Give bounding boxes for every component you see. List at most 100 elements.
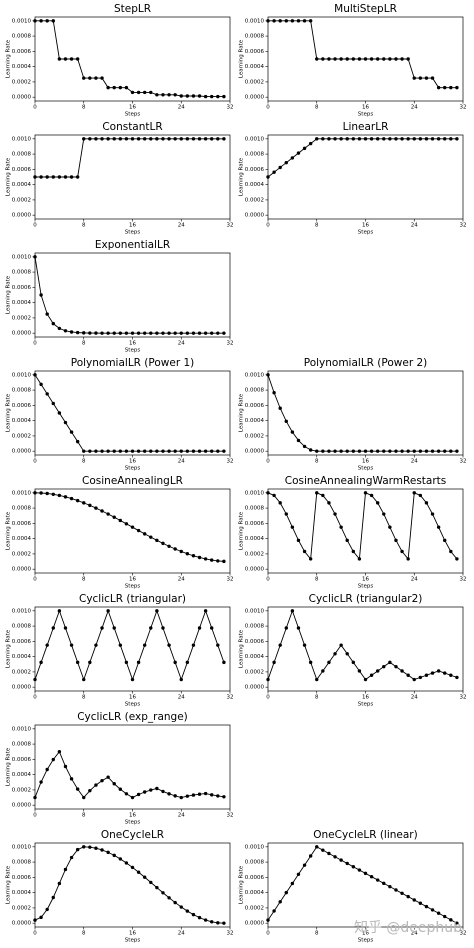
- point: [363, 677, 368, 682]
- x-tick-label: 16: [362, 223, 369, 229]
- point: [69, 496, 74, 501]
- y-axis-label: Learning Rate: [6, 393, 12, 432]
- point: [400, 449, 404, 453]
- point: [185, 331, 190, 335]
- point: [45, 643, 49, 647]
- point: [382, 137, 386, 141]
- y-tick-label: 0.0010: [245, 372, 265, 378]
- x-tick-label: 0: [266, 105, 270, 111]
- point: [388, 525, 392, 529]
- point: [167, 896, 171, 900]
- point: [222, 921, 226, 925]
- x-tick-label: 32: [460, 695, 467, 701]
- subplot-title: ExponentialLR: [95, 239, 170, 251]
- y-tick-label: 0.0008: [245, 860, 265, 866]
- y-tick-label: 0.0002: [12, 787, 31, 793]
- point: [179, 137, 183, 141]
- point: [222, 331, 226, 335]
- y-tick-label: 0.0010: [12, 844, 32, 850]
- point: [136, 660, 141, 665]
- point: [51, 321, 55, 326]
- point: [149, 449, 153, 453]
- y-axis-label: Learning Rate: [239, 39, 245, 78]
- x-axis-label: Steps: [125, 466, 141, 472]
- point: [149, 788, 153, 792]
- point: [333, 512, 337, 516]
- point: [443, 914, 447, 919]
- point: [155, 93, 159, 97]
- point: [400, 57, 404, 61]
- y-tick-label: 0.0004: [245, 654, 265, 660]
- point: [161, 93, 165, 97]
- point: [222, 94, 226, 99]
- subplot-title: ConstantLR: [102, 121, 162, 133]
- point: [179, 449, 183, 453]
- point: [418, 76, 423, 80]
- x-axis-label: Steps: [358, 702, 374, 708]
- point: [430, 512, 435, 516]
- point: [106, 512, 110, 516]
- point: [424, 501, 429, 505]
- point: [155, 609, 159, 613]
- point: [124, 861, 129, 865]
- y-tick-label: 0.0010: [12, 254, 32, 260]
- x-tick-label: 24: [411, 577, 418, 583]
- point: [315, 449, 319, 453]
- point: [75, 439, 80, 444]
- x-tick-label: 8: [315, 223, 319, 229]
- point: [82, 331, 86, 335]
- point: [430, 137, 435, 141]
- y-tick-label: 0.0006: [12, 757, 32, 763]
- point: [296, 438, 301, 443]
- point: [161, 331, 165, 335]
- point: [278, 165, 282, 170]
- point: [185, 137, 190, 141]
- x-tick-label: 0: [266, 459, 270, 465]
- point: [112, 137, 116, 141]
- point: [272, 493, 276, 498]
- point: [455, 137, 459, 141]
- point: [136, 90, 141, 95]
- y-tick-label: 0.0000: [245, 685, 265, 691]
- y-tick-label: 0.0002: [12, 433, 31, 439]
- y-tick-label: 0.0004: [245, 418, 265, 424]
- point: [39, 491, 43, 495]
- point: [216, 643, 220, 647]
- point: [363, 871, 368, 876]
- y-axis-label: Learning Rate: [6, 865, 12, 904]
- point: [191, 912, 196, 917]
- point: [412, 137, 416, 141]
- point: [308, 557, 313, 561]
- x-tick-label: 32: [227, 695, 234, 701]
- x-tick-label: 0: [33, 695, 37, 701]
- point: [388, 57, 392, 61]
- subplot: CyclicLR (triangular2) 0 8 16 24 32 0.0000 0.00…: [239, 593, 467, 708]
- point: [302, 444, 307, 449]
- point: [357, 868, 362, 872]
- x-tick-label: 32: [460, 105, 467, 111]
- point: [185, 449, 190, 453]
- point: [290, 430, 295, 434]
- point: [443, 137, 447, 141]
- point: [369, 673, 374, 677]
- point: [124, 85, 129, 90]
- point: [290, 156, 295, 160]
- point: [327, 449, 331, 453]
- point: [430, 76, 435, 80]
- point: [278, 19, 282, 23]
- point: [63, 57, 68, 61]
- point: [88, 76, 92, 80]
- point: [266, 677, 270, 682]
- y-tick-label: 0.0010: [12, 136, 32, 142]
- point: [216, 921, 220, 925]
- point: [321, 57, 325, 61]
- point: [57, 881, 62, 886]
- point: [106, 775, 110, 779]
- x-tick-label: 32: [227, 341, 234, 347]
- point: [455, 557, 459, 561]
- y-tick-label: 0.0008: [12, 34, 32, 40]
- point: [369, 57, 374, 61]
- point: [351, 865, 356, 869]
- point: [130, 795, 135, 800]
- x-axis-label: Steps: [125, 348, 141, 354]
